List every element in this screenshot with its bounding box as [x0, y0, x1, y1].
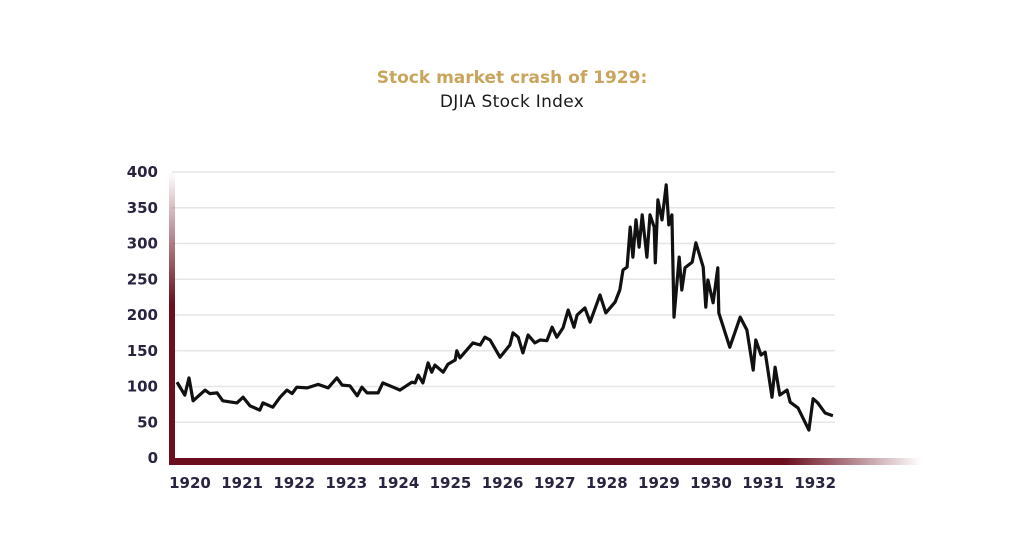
x-tick-label: 1925 — [430, 474, 472, 492]
x-tick-label: 1924 — [378, 474, 420, 492]
x-tick-label: 1928 — [586, 474, 628, 492]
x-tick-label: 1931 — [742, 474, 784, 492]
y-tick-label: 150 — [127, 342, 158, 360]
y-tick-label: 250 — [127, 270, 158, 288]
y-tick-label: 200 — [127, 306, 158, 324]
x-tick-label: 1929 — [638, 474, 680, 492]
chart-subtitle: DJIA Stock Index — [439, 92, 585, 112]
x-tick-label: 1926 — [482, 474, 524, 492]
x-tick-label: 1932 — [794, 474, 836, 492]
chart-title: Stock market crash of 1929: — [376, 68, 648, 88]
y-tick-label: 50 — [137, 413, 158, 431]
y-tick-label: 350 — [127, 199, 158, 217]
x-tick-label: 1927 — [534, 474, 576, 492]
x-tick-label: 1923 — [325, 474, 367, 492]
y-tick-label: 400 — [127, 163, 158, 181]
y-tick-label: 100 — [127, 378, 158, 396]
x-tick-label: 1922 — [273, 474, 315, 492]
djia-series-line — [175, 183, 834, 432]
y-axis — [169, 172, 175, 465]
x-tick-label: 1930 — [690, 474, 732, 492]
x-axis — [169, 458, 921, 465]
y-tick-label: 300 — [127, 235, 158, 253]
y-tick-label: 0 — [148, 449, 158, 467]
x-tick-label: 1921 — [221, 474, 263, 492]
x-tick-label: 1920 — [169, 474, 211, 492]
